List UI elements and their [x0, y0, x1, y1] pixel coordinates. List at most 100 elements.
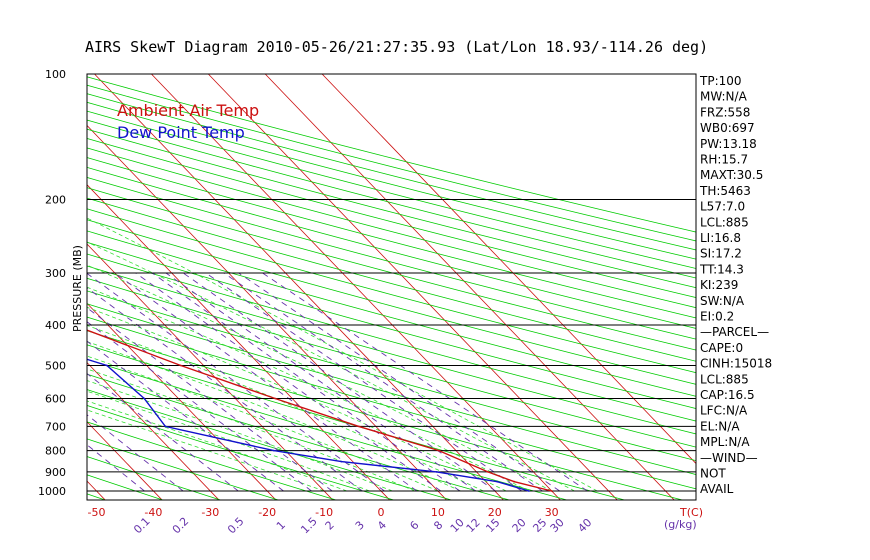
profile-series — [87, 329, 553, 492]
series-point — [143, 397, 146, 400]
series-point — [274, 397, 276, 400]
mixing-ratio-lines — [87, 272, 588, 492]
mixing-ratio-tick-label: 0.5 — [225, 515, 247, 537]
dry-adiabat-line — [87, 265, 696, 435]
dry-adiabat-line — [87, 76, 696, 233]
dry-adiabat-line — [87, 147, 696, 309]
isotherm-line — [151, 74, 561, 500]
sidebar-entry: RH:15.7 — [700, 153, 748, 167]
bottom-temperature-tick-label: 20 — [488, 506, 502, 519]
mixing-ratio-line — [238, 272, 560, 492]
moist-adiabat-lines — [87, 217, 598, 492]
series-point — [513, 480, 516, 483]
sidebar-entry: LFC:N/A — [700, 404, 748, 418]
dry-adiabat-line — [87, 230, 696, 397]
ambient-air-temp-line — [87, 329, 552, 492]
dry-adiabat-line — [87, 128, 696, 289]
bottom-temperature-tick-labels: -50 -40 -30 -20 -10 0 10 20 30 T(C) — [88, 506, 703, 519]
dry-adiabat-line — [87, 253, 696, 422]
sidebar-entry: NOT — [700, 467, 726, 481]
pressure-tick-label: 400 — [45, 319, 66, 332]
series-point — [438, 449, 440, 452]
bottom-temperature-tick-label: -50 — [88, 506, 106, 519]
series-point — [435, 471, 438, 473]
dry-adiabat-line — [87, 197, 696, 362]
dry-adiabat-line — [87, 373, 510, 500]
series-point — [179, 364, 182, 367]
series-point — [106, 364, 108, 367]
series-point — [357, 425, 360, 428]
bottom-temperature-tick-label: -10 — [315, 506, 333, 519]
dry-adiabat-line — [87, 316, 696, 490]
mixing-ratio-line — [223, 272, 543, 492]
dry-adiabat-line — [87, 303, 696, 475]
isotherm-line — [87, 361, 220, 500]
sidebar-entry: SW:N/A — [700, 294, 745, 308]
dry-adiabat-line — [87, 219, 696, 385]
mixing-ratio-line — [87, 444, 145, 492]
dry-adiabat-line — [87, 166, 696, 329]
sidebar-entry: PW:13.18 — [700, 137, 757, 151]
isotherm-line — [0, 74, 48, 500]
mixing-ratio-line — [262, 272, 588, 492]
dry-adiabat-line — [87, 358, 567, 500]
mixing-ratio-tick-label: 1 — [274, 518, 288, 532]
mixing-ratio-tick-label: 12 — [464, 516, 483, 535]
pressure-tick-label: 300 — [45, 267, 66, 280]
dry-adiabat-line — [87, 119, 696, 279]
mixing-ratio-line — [135, 272, 442, 492]
mixing-ratio-line — [182, 272, 496, 492]
dry-adiabat-line — [87, 208, 696, 374]
dry-adiabat-line — [87, 389, 452, 500]
mixing-ratio-line — [205, 272, 522, 492]
mixing-ratio-tick-label: 2 — [323, 518, 337, 532]
dry-adiabat-line — [87, 421, 337, 500]
dry-adiabat-line — [87, 405, 394, 500]
sidebar-entry: —PARCEL— — [700, 325, 769, 339]
moist-adiabat-line — [87, 380, 393, 492]
dry-adiabat-line — [87, 93, 696, 251]
pressure-tick-label: 900 — [45, 466, 66, 479]
bottom-unit-label: T(C) — [679, 506, 703, 519]
y-axis-title: PRESSURE (MB) — [71, 245, 84, 332]
series-point — [550, 490, 553, 492]
moist-adiabat-line — [87, 241, 575, 492]
pressure-tick-label: 500 — [45, 359, 66, 372]
sidebar-entry: CAP:16.5 — [700, 388, 755, 402]
mixing-ratio-tick-label: 0.2 — [170, 515, 192, 537]
bottom-temperature-tick-label: -40 — [144, 506, 162, 519]
sidebar-entry: WB0:697 — [700, 121, 755, 135]
pressure-gridlines — [87, 199, 696, 492]
legend-dew-point-temp: Dew Point Temp — [117, 123, 245, 142]
sidebar-entry: CAPE:0 — [700, 341, 743, 355]
sidebar-entry: FRZ:558 — [700, 105, 750, 119]
isotherm-line — [87, 302, 276, 500]
dry-adiabat-line — [87, 176, 696, 340]
dry-adiabat-line — [87, 290, 696, 462]
mixing-ratio-tick-label: 4 — [375, 518, 389, 532]
sidebar-entry: AVAIL — [700, 482, 734, 496]
mixing-ratio-line — [87, 321, 312, 492]
series-point — [273, 449, 275, 452]
dry-adiabat-line — [87, 84, 696, 242]
dry-adiabat-line — [87, 330, 683, 500]
dry-adiabat-line — [87, 493, 106, 500]
isotherm-line — [94, 74, 504, 500]
series-point — [487, 471, 489, 473]
dry-adiabat-lines — [87, 76, 696, 500]
mixing-ratio-unit-label: (g/kg) — [664, 518, 697, 531]
mixing-ratio-line — [114, 272, 418, 492]
moist-adiabat-line — [87, 264, 552, 492]
pressure-tick-label: 700 — [45, 420, 66, 433]
mixing-ratio-line — [87, 414, 184, 492]
plot-frame — [86, 73, 697, 501]
bottom-temperature-tick-label: 10 — [431, 506, 445, 519]
sidebar-entry: LCL:885 — [700, 215, 749, 229]
pressure-tick-label: 1000 — [38, 485, 66, 498]
moist-adiabat-line — [87, 409, 325, 492]
series-point — [528, 490, 530, 492]
mixing-ratio-line — [87, 307, 333, 492]
dry-adiabat-line — [87, 101, 696, 260]
